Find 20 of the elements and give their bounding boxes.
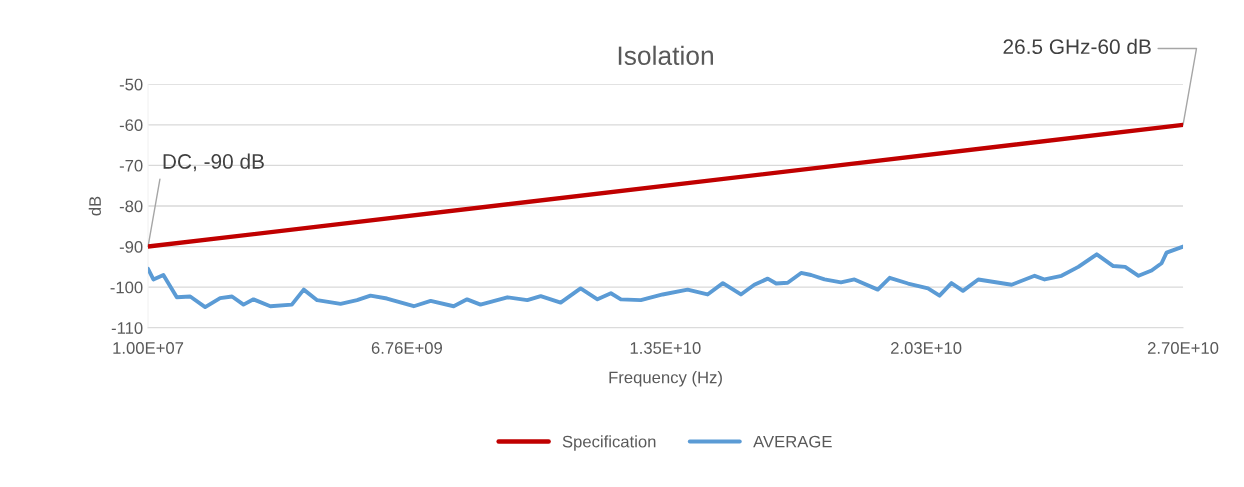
annotation: DC, -90 dB [163, 153, 264, 172]
chart-title: Isolation [618, 45, 713, 66]
y-tick-label: -90 [119, 240, 143, 253]
y-tick-label: -110 [111, 322, 143, 334]
line-series [148, 244, 1184, 309]
annotation: 26.5 GHz-60 dB [1003, 38, 1151, 55]
legend-label: AVERAGE [753, 435, 832, 448]
y-tick-label: -50 [119, 78, 143, 91]
x-tick-label: 2.03E+10 [891, 342, 962, 354]
x-tick-label: 1.35E+10 [630, 342, 701, 354]
legend-label: Specification [562, 435, 656, 451]
x-tick-label: 1.00E+07 [113, 342, 184, 354]
x-tick-label: 2.70E+10 [1147, 342, 1219, 354]
x-axis-title: Frequency (Hz) [609, 371, 722, 387]
y-tick-label: -80 [119, 200, 143, 213]
y-tick-label: -100 [110, 281, 143, 294]
y-tick-label: -60 [119, 119, 143, 132]
y-axis-title: dB [88, 196, 101, 216]
x-tick-label: 6.76E+09 [371, 342, 443, 354]
y-tick-label: -70 [119, 159, 143, 172]
